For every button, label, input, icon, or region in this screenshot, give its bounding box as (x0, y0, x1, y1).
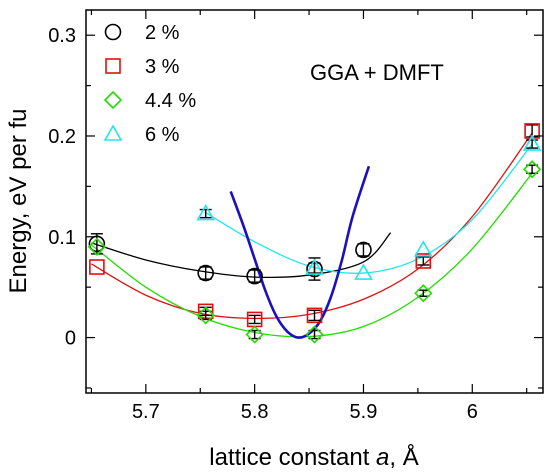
x-tick-label: 5.8 (241, 401, 269, 423)
data-point-series-4 (305, 258, 324, 275)
legend: 2 % 3 % 4.4 % 6 % (103, 22, 196, 146)
data-point-series-3 (245, 325, 264, 344)
legend-marker-series-3 (103, 90, 123, 110)
x-tick-label: 6 (467, 401, 478, 423)
axis-ticks (86, 10, 543, 393)
data-point-series-4 (413, 240, 433, 257)
fit-line-series-4 (205, 143, 533, 274)
legend-label-series-2: 3 % (145, 56, 180, 78)
blue-parabola-curve (229, 165, 371, 339)
x-axis-label-prefix: lattice constant (209, 444, 376, 471)
legend-label-series-4: 6 % (145, 124, 180, 146)
chart-annotation: GGA + DMFT (310, 60, 444, 85)
data-point-series-2 (524, 123, 540, 139)
data-point-series-2 (306, 307, 323, 324)
data-point-series-3 (196, 306, 215, 325)
fit-line-series-3 (91, 172, 533, 338)
x-tick-label: 5.7 (132, 401, 160, 423)
data-point-series-3 (414, 284, 433, 303)
fit-curves (91, 132, 533, 339)
data-point-series-3 (87, 237, 107, 256)
x-axis-label-suffix: , Å (389, 443, 418, 471)
legend-label-series-1: 2 % (145, 22, 180, 44)
data-point-series-1 (355, 241, 372, 259)
data-point-series-3 (305, 325, 324, 344)
x-tick-label: 5.9 (350, 401, 378, 423)
legend-marker-series-4 (103, 124, 123, 141)
tick-labels: 5.7 5.8 5.9 6 0 0.1 0.2 0.3 (48, 25, 478, 423)
plot-frame (85, 9, 544, 394)
legend-marker-series-2 (105, 58, 121, 74)
x-axis-label: lattice constant a, Å (209, 443, 418, 471)
data-point-series-4 (354, 263, 373, 280)
data-point-series-1 (197, 264, 214, 282)
data-point-series-1 (246, 267, 263, 285)
x-axis-label-var: a (376, 444, 389, 471)
legend-label-series-3: 4.4 % (145, 90, 196, 112)
data-point-series-2 (89, 259, 105, 275)
data-point-series-1 (88, 235, 106, 253)
y-tick-label: 0 (65, 328, 76, 350)
y-axis-label: Energy, eV per fu (5, 109, 32, 294)
data-point-series-3 (522, 160, 542, 179)
data-point-series-2 (415, 253, 432, 269)
legend-marker-series-1 (104, 23, 122, 41)
data-point-series-4 (522, 134, 542, 151)
fit-line-series-2 (91, 132, 533, 320)
y-tick-label: 0.1 (48, 227, 76, 249)
y-tick-label: 0.3 (48, 25, 76, 47)
y-tick-label: 0.2 (48, 126, 76, 148)
data-point-series-4 (196, 203, 216, 221)
data-points (87, 123, 542, 344)
